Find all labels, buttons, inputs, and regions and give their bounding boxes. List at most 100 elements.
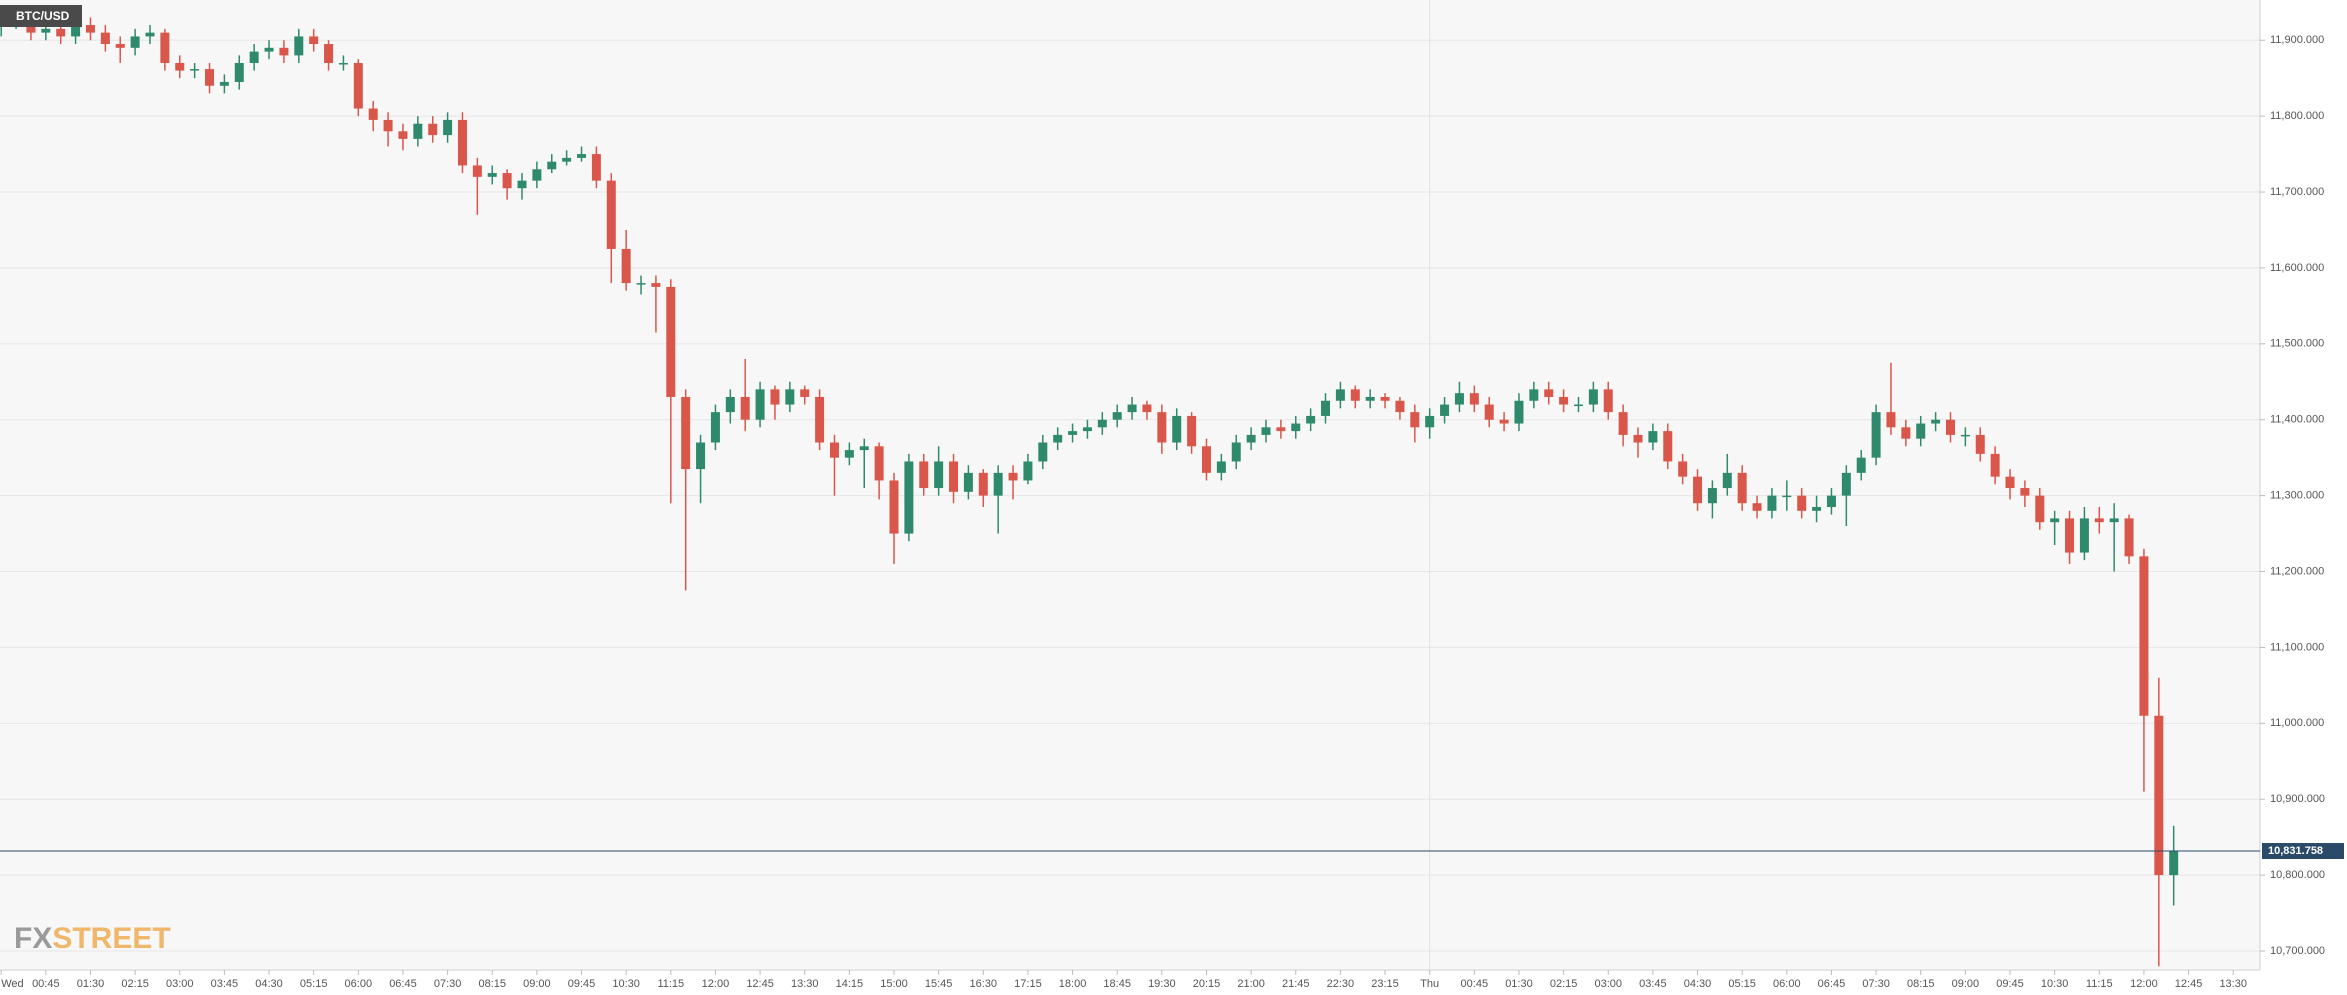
last-price-badge — [2262, 843, 2344, 860]
x-tick-label: 06:45 — [1818, 978, 1846, 990]
candle-body — [130, 36, 140, 48]
candle-body — [949, 461, 959, 492]
candle-body — [1365, 396, 1375, 401]
candle-body — [1276, 427, 1286, 432]
y-tick-label: 11,000.000 — [2270, 717, 2324, 729]
candle-body — [1499, 419, 1509, 424]
x-tick-label: 02:15 — [121, 978, 149, 990]
candle-body — [755, 389, 765, 420]
candle-body — [338, 62, 348, 65]
candle-body — [1752, 503, 1762, 511]
candle-body — [1514, 400, 1524, 424]
candle-body — [1559, 396, 1569, 405]
candle-body — [1722, 472, 1732, 489]
plot-area — [0, 0, 2260, 970]
x-tick-label: 09:00 — [523, 978, 551, 990]
x-tick-label: 15:45 — [925, 978, 953, 990]
candle-body — [234, 62, 244, 82]
candle-body — [294, 36, 304, 56]
candle-body — [978, 472, 988, 496]
symbol-title: BTC/USD — [16, 9, 70, 23]
candle-body — [1812, 507, 1822, 511]
candle-body — [1960, 434, 1970, 437]
candle-body — [1127, 404, 1137, 413]
candle-body — [770, 389, 780, 405]
candle-body — [963, 472, 973, 492]
x-tick-label: 06:00 — [1773, 978, 1801, 990]
candle-body — [725, 396, 735, 413]
x-tick-label: 03:00 — [1594, 978, 1622, 990]
candle-body — [636, 283, 646, 285]
candle-body — [1529, 389, 1539, 401]
x-tick-label: 06:00 — [345, 978, 373, 990]
candle-body — [502, 173, 512, 189]
candle-body — [353, 62, 363, 109]
x-tick-label: 08:15 — [1907, 978, 1935, 990]
candle-body — [562, 157, 572, 162]
candle-body — [398, 131, 408, 139]
candle-body — [1321, 400, 1331, 416]
candle-body — [934, 461, 944, 489]
x-tick-label: 01:30 — [1505, 978, 1533, 990]
candle-body — [100, 32, 110, 45]
candle-body — [1588, 389, 1598, 405]
candle-body — [160, 32, 170, 63]
candle-body — [428, 123, 438, 136]
candle-body — [383, 119, 393, 132]
x-tick-label: 09:45 — [1996, 978, 2024, 990]
candle-body — [1097, 419, 1107, 428]
candle-body — [264, 47, 274, 52]
candle-body — [2109, 518, 2119, 523]
y-tick-label: 11,200.000 — [2270, 565, 2324, 577]
x-tick-label: 11:15 — [2086, 978, 2113, 990]
candle-body — [1975, 434, 1985, 454]
candle-body — [621, 248, 631, 284]
x-tick-label: 19:30 — [1148, 978, 1176, 990]
candle-body — [874, 446, 884, 481]
x-tick-label: 04:30 — [1684, 978, 1712, 990]
candle-body — [859, 446, 869, 451]
candle-body — [1856, 457, 1866, 473]
x-tick-label: 09:00 — [1952, 978, 1980, 990]
candle-body — [279, 47, 289, 56]
candle-body — [1603, 389, 1613, 413]
candle-body — [190, 69, 200, 71]
candle-body — [1068, 431, 1078, 435]
candle-body — [175, 62, 185, 71]
candle-body — [1380, 396, 1390, 401]
candle-body — [1425, 415, 1435, 428]
candle-body — [2079, 518, 2089, 553]
x-tick-label: 04:30 — [255, 978, 283, 990]
candle-body — [2154, 715, 2164, 876]
x-tick-label: 00:45 — [32, 978, 60, 990]
candle-body — [145, 32, 155, 37]
candle-body — [1484, 404, 1494, 420]
candle-body — [1648, 431, 1658, 443]
candle-body — [1053, 434, 1063, 443]
candle-body — [1142, 404, 1152, 413]
y-tick-label: 11,300.000 — [2270, 490, 2324, 502]
candle-body — [532, 169, 542, 181]
candle-body — [309, 36, 319, 45]
y-tick-label: 11,400.000 — [2270, 414, 2324, 426]
candle-body — [710, 412, 720, 443]
candle-body — [2020, 488, 2030, 496]
x-tick-label: 09:45 — [568, 978, 596, 990]
x-tick-label: 07:30 — [1862, 978, 1890, 990]
candle-body — [1008, 472, 1018, 481]
candle-body — [413, 123, 423, 139]
candle-body — [1023, 461, 1033, 481]
candle-body — [1082, 427, 1092, 432]
candle-body — [2005, 476, 2015, 489]
x-tick-label: 10:30 — [612, 978, 640, 990]
y-tick-label: 10,700.000 — [2270, 945, 2325, 957]
candle-body — [651, 283, 661, 287]
grid — [0, 0, 2260, 970]
candle-body — [681, 396, 691, 470]
candle-body — [368, 108, 378, 120]
y-tick-label: 10,900.000 — [2270, 793, 2325, 805]
candle-body — [457, 119, 467, 166]
symbol-badge — [0, 5, 82, 27]
candle-body — [577, 154, 587, 158]
y-tick-label: 11,100.000 — [2270, 641, 2324, 653]
